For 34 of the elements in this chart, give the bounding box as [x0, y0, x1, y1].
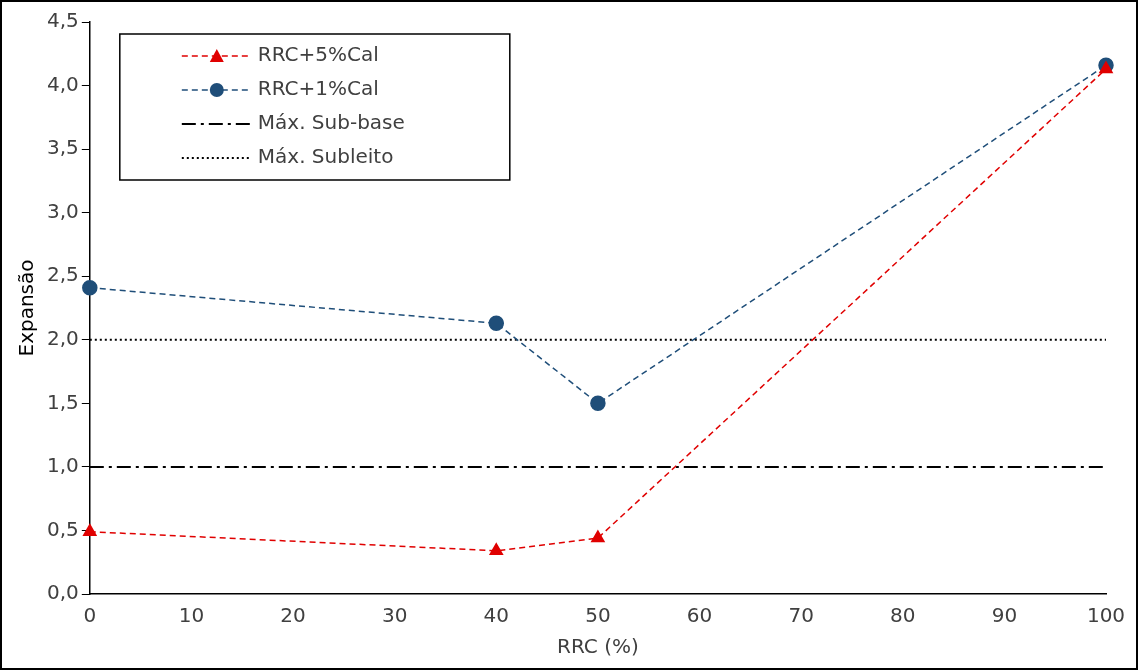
legend-label: RRC+1%Cal	[257, 76, 379, 101]
x-tick-label: 10	[178, 603, 205, 628]
y-tick-label: 2,5	[46, 262, 79, 287]
point	[1099, 61, 1113, 74]
y-tick-label: 3,0	[46, 198, 79, 223]
x-tick-label: 60	[686, 603, 713, 628]
x-tick-label: 50	[585, 603, 611, 628]
y-tick-label: 1,5	[46, 389, 79, 414]
legend-label: Máx. Sub-base	[257, 110, 405, 135]
point	[82, 523, 97, 536]
x-tick-label: 80	[890, 603, 916, 628]
point	[591, 530, 605, 543]
legend-label: RRC+5%Cal	[257, 42, 379, 67]
x-tick-label: 0	[83, 603, 97, 628]
point	[590, 395, 606, 412]
y-tick-label: 0,5	[46, 516, 79, 541]
y-tick-label: 4,0	[46, 71, 79, 96]
y-tick-label: 3,5	[46, 135, 79, 160]
x-tick-label: 20	[280, 603, 306, 628]
x-axis-title: RRC (%)	[557, 634, 639, 659]
x-tick-label: 90	[991, 603, 1018, 628]
legend-label: Máx. Subleito	[257, 144, 394, 169]
point	[488, 315, 505, 331]
x-tick-label: 70	[788, 603, 814, 628]
y-tick-label: 2,0	[46, 325, 79, 350]
y-tick-label: 0,0	[46, 580, 79, 605]
point	[489, 543, 504, 556]
x-tick-label: 30	[381, 603, 408, 628]
point	[82, 279, 98, 296]
y-tick-label: 4,5	[46, 8, 79, 33]
y-axis-title: Expansão	[14, 259, 39, 357]
x-tick-label: 100	[1086, 603, 1126, 628]
x-tick-label: 40	[483, 603, 510, 628]
y-tick-label: 1,0	[46, 453, 79, 478]
